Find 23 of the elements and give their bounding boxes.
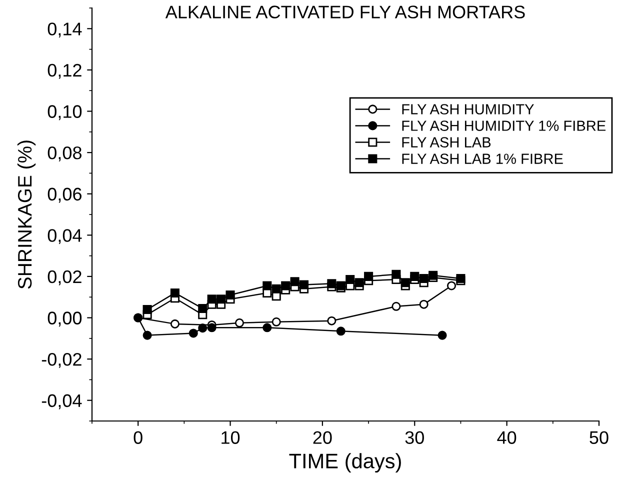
legend-label: FLY ASH LAB 1% FIBRE [402,154,563,164]
y-tick-label: 0,02 [48,270,82,286]
y-tick-label: -0,04 [42,394,82,410]
y-tick-label: 0,14 [48,22,82,38]
y-tick-label: 0,04 [48,229,82,244]
x-tick-label: 10 [222,431,240,444]
legend-label: FLY ASH HUMIDITY 1% FIBRE [402,120,606,131]
x-tick-label: 50 [590,431,608,444]
y-tick-label: 0,10 [48,105,82,120]
x-axis-title: TIME (days) [289,453,401,473]
y-tick-label: 0,08 [48,146,82,162]
x-tick-label: 30 [405,431,424,444]
x-tick-label: 0 [134,431,142,444]
y-tick-label: -0,02 [42,352,82,368]
legend-label: FLY ASH HUMIDITY [402,104,534,114]
x-tick-label: 40 [497,431,516,444]
y-tick-label: 0,06 [48,188,82,203]
chart-title: ALKALINE ACTIVATED FLY ASH MORTARS [165,6,525,18]
y-tick-label: 0,00 [48,312,82,327]
x-tick-label: 20 [313,431,332,444]
legend-label: FLY ASH LAB [402,137,491,148]
y-tick-label: 0,12 [48,64,82,79]
y-axis-title: SHRINKAGE (%) [17,140,36,289]
